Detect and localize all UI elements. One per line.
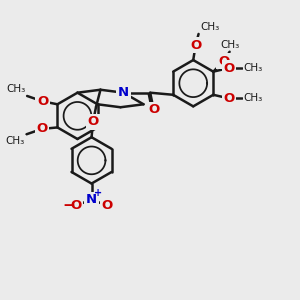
Text: O: O (87, 115, 99, 128)
Text: O: O (148, 103, 159, 116)
Text: N: N (118, 86, 129, 99)
Text: N: N (86, 194, 97, 206)
Text: CH₃: CH₃ (220, 40, 239, 50)
Text: O: O (190, 39, 201, 52)
Text: O: O (37, 95, 48, 108)
Text: CH₃: CH₃ (244, 93, 263, 103)
Text: O: O (218, 55, 229, 68)
Text: O: O (223, 61, 234, 75)
Text: O: O (223, 92, 234, 105)
Text: −: − (62, 198, 75, 213)
Text: O: O (36, 122, 48, 135)
Text: O: O (70, 199, 82, 212)
Text: O: O (101, 199, 112, 212)
Text: CH₃: CH₃ (6, 136, 25, 146)
Text: CH₃: CH₃ (6, 85, 26, 94)
Text: CH₃: CH₃ (200, 22, 219, 32)
Text: +: + (94, 188, 102, 198)
Text: CH₃: CH₃ (244, 63, 263, 73)
